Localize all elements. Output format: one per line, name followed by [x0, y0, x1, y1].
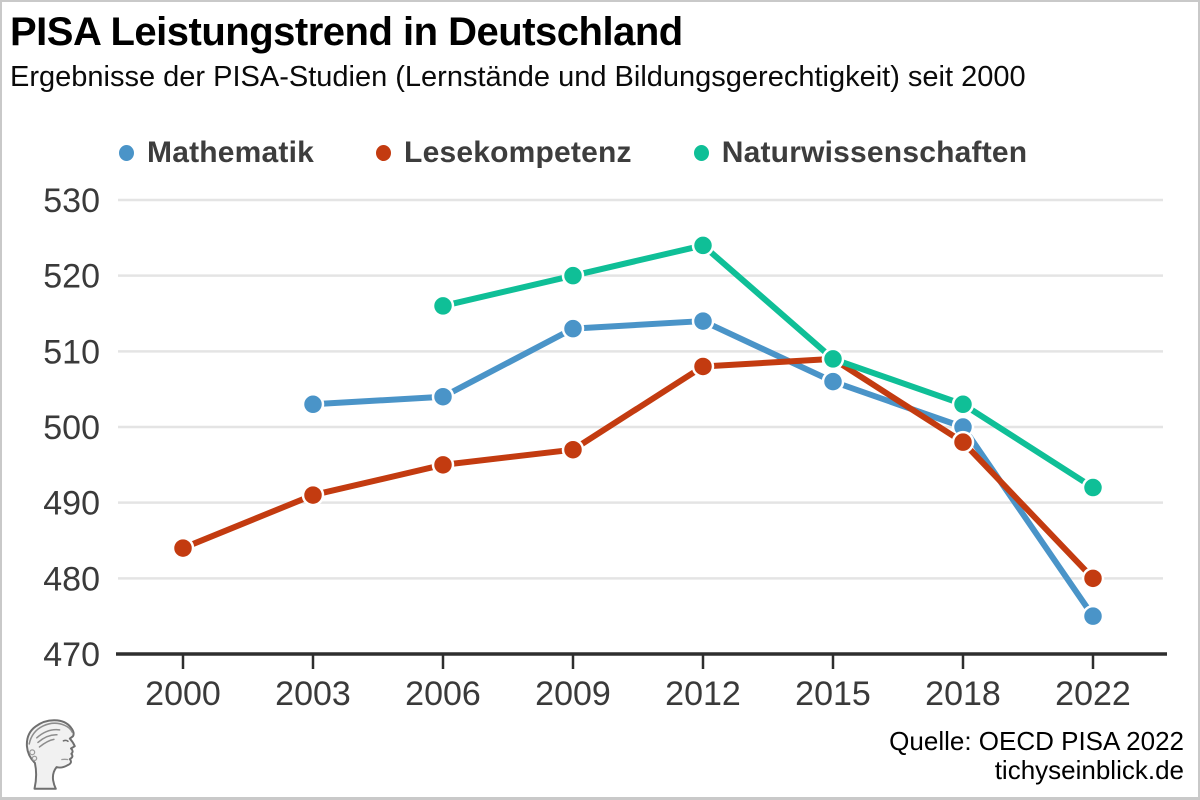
- series-line-lesekompetenz: [180, 355, 1096, 582]
- data-point-mathematik: [301, 393, 325, 416]
- chart-title: PISA Leistungstrend in Deutschland: [10, 10, 683, 54]
- legend-dot-naturwissenschaften-icon: [693, 145, 709, 161]
- legend-dot-lesekompetenz-icon: [376, 145, 392, 161]
- legend-dot-mathematik-icon: [119, 145, 134, 161]
- legend-label-mathematik: Mathematik: [147, 136, 315, 169]
- logo-hair-curl: [29, 749, 36, 756]
- data-point-mathematik: [1081, 604, 1105, 628]
- website-line: tichyseinblick.de: [994, 755, 1184, 786]
- logo-wing-icon: [36, 728, 61, 748]
- y-tick-label: 480: [43, 560, 100, 598]
- x-tick-label: 2015: [795, 675, 871, 713]
- y-tick-label: 470: [43, 636, 100, 674]
- data-point-naturwissenschaften: [1081, 476, 1105, 499]
- data-point-naturwissenschaften: [691, 234, 715, 257]
- classical-head-logo: [25, 719, 76, 790]
- source-line: Quelle: OECD PISA 2022: [889, 726, 1184, 756]
- legend-item-naturwissenschaften: Naturwissenschaften: [693, 136, 1028, 170]
- data-point-lesekompetenz: [1081, 567, 1105, 590]
- x-tick-label: 2022: [1055, 675, 1131, 713]
- logo-head-outline: [25, 719, 76, 790]
- y-tick-label: 490: [43, 485, 100, 523]
- x-tick-label: 2009: [535, 675, 611, 713]
- x-tick-label: 2000: [145, 675, 221, 713]
- data-point-lesekompetenz: [301, 483, 325, 507]
- data-point-lesekompetenz: [951, 430, 975, 454]
- x-tick-label: 2012: [665, 675, 741, 713]
- data-point-naturwissenschaften: [951, 393, 975, 416]
- logo-eye: [62, 739, 69, 743]
- data-point-lesekompetenz: [691, 355, 715, 378]
- legend-label-naturwissenschaften: Naturwissenschaften: [721, 136, 1028, 169]
- source-attribution: Quelle: OECD PISA 2022 tichyseinblick.de: [889, 726, 1184, 786]
- logo-hair-curl: [31, 755, 38, 762]
- y-tick-label: 530: [43, 182, 100, 220]
- x-tick-label: 2018: [925, 675, 1001, 713]
- data-point-lesekompetenz: [171, 536, 195, 560]
- data-point-mathematik: [431, 385, 455, 408]
- data-point-mathematik: [561, 317, 585, 340]
- logo-helmet-line: [28, 722, 73, 745]
- data-point-naturwissenschaften: [561, 264, 585, 287]
- chart-subtitle: Ergebnisse der PISA-Studien (Lernstände …: [10, 61, 1026, 93]
- data-point-naturwissenschaften: [821, 347, 845, 371]
- x-tick-label: 2003: [275, 675, 351, 713]
- x-tick-label: 2006: [405, 675, 481, 713]
- data-point-mathematik: [691, 309, 715, 333]
- legend-item-mathematik: Mathematik: [119, 136, 314, 170]
- data-point-naturwissenschaften: [431, 294, 455, 318]
- y-tick-label: 500: [43, 409, 100, 447]
- y-tick-label: 520: [43, 258, 100, 296]
- legend-label-lesekompetenz: Lesekompetenz: [404, 136, 632, 169]
- series-line-naturwissenschaften: [440, 242, 1096, 491]
- legend: Mathematik Lesekompetenz Naturwissenscha…: [119, 136, 1028, 170]
- data-point-lesekompetenz: [561, 438, 585, 461]
- data-point-mathematik: [821, 370, 845, 393]
- data-point-lesekompetenz: [431, 453, 455, 477]
- y-tick-label: 510: [43, 333, 100, 371]
- legend-item-lesekompetenz: Lesekompetenz: [376, 136, 632, 170]
